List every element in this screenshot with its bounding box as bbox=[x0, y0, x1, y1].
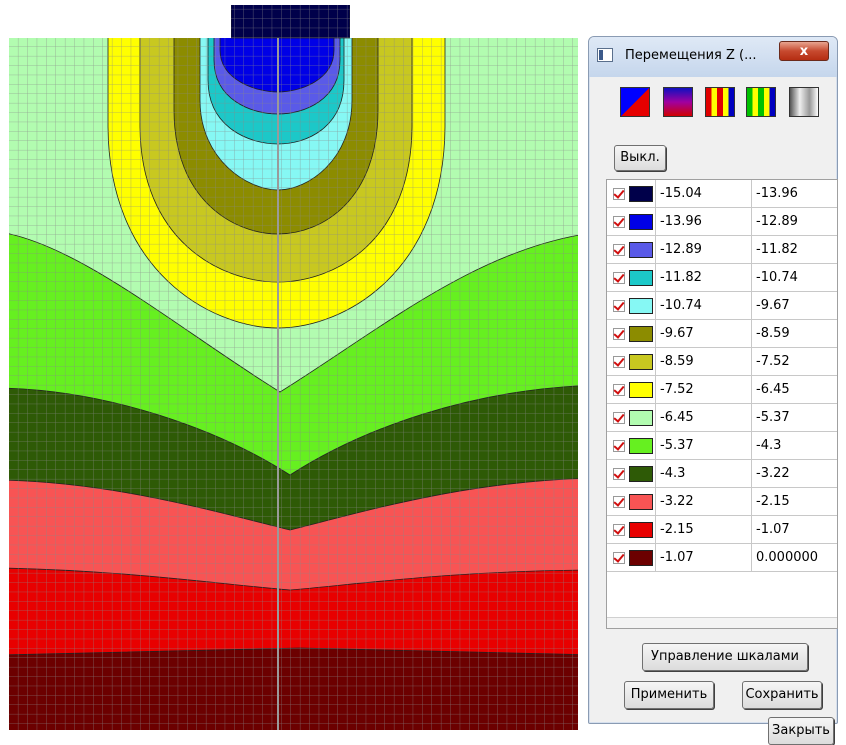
scale-row[interactable]: -3.22 -2.15 bbox=[607, 488, 837, 516]
range-from-value: -13.96 bbox=[655, 208, 751, 235]
palette-green-yellow-icon[interactable] bbox=[746, 87, 776, 117]
range-from-value: -1.07 bbox=[655, 544, 751, 571]
manage-scales-button[interactable]: Управление шкалами bbox=[642, 643, 808, 671]
scale-row[interactable]: -10.74 -9.67 bbox=[607, 292, 837, 320]
range-from-value: -10.74 bbox=[655, 292, 751, 319]
apply-button[interactable]: Применить bbox=[624, 681, 714, 709]
color-swatch[interactable] bbox=[629, 382, 653, 398]
scale-row[interactable]: -4.3 -3.22 bbox=[607, 460, 837, 488]
scale-row[interactable]: -2.15 -1.07 bbox=[607, 516, 837, 544]
mesh-grid bbox=[9, 5, 578, 730]
scale-list[interactable]: -15.04 -13.96 -13.96 -12.89 -12.89 -11.82 -11.… bbox=[606, 179, 838, 629]
scale-row-checkbox[interactable] bbox=[613, 300, 625, 312]
scale-row-checkbox[interactable] bbox=[613, 356, 625, 368]
color-swatch[interactable] bbox=[629, 242, 653, 258]
scale-row[interactable]: -5.37 -4.3 bbox=[607, 432, 837, 460]
scale-row[interactable]: -6.45 -5.37 bbox=[607, 404, 837, 432]
range-from-value: -4.3 bbox=[655, 460, 751, 487]
color-swatch[interactable] bbox=[629, 438, 653, 454]
range-to-value: -7.52 bbox=[751, 348, 837, 375]
range-from-value: -11.82 bbox=[655, 264, 751, 291]
scale-row-checkbox[interactable] bbox=[613, 216, 625, 228]
scale-row[interactable]: -13.96 -12.89 bbox=[607, 208, 837, 236]
scale-row-checkbox[interactable] bbox=[613, 328, 625, 340]
displacement-contour-plot bbox=[9, 5, 578, 730]
range-to-value: -6.45 bbox=[751, 376, 837, 403]
range-to-value: -8.59 bbox=[751, 320, 837, 347]
scale-row[interactable]: -9.67 -8.59 bbox=[607, 320, 837, 348]
scale-row[interactable]: -7.52 -6.45 bbox=[607, 376, 837, 404]
color-swatch[interactable] bbox=[629, 550, 653, 566]
color-swatch[interactable] bbox=[629, 494, 653, 510]
palette-diagonal-icon[interactable] bbox=[620, 87, 650, 117]
scale-row-checkbox[interactable] bbox=[613, 468, 625, 480]
palette-gray-icon[interactable] bbox=[789, 87, 819, 117]
scale-row[interactable]: -15.04 -13.96 bbox=[607, 180, 837, 208]
displacement-scale-dialog: Перемещения Z (... x Выкл. -15.04 -13.96-… bbox=[588, 36, 838, 745]
range-from-value: -6.45 bbox=[655, 404, 751, 431]
scale-row-checkbox[interactable] bbox=[613, 440, 625, 452]
scale-row-checkbox[interactable] bbox=[613, 244, 625, 256]
save-button[interactable]: Сохранить bbox=[742, 681, 822, 709]
range-from-value: -12.89 bbox=[655, 236, 751, 263]
range-to-value: -4.3 bbox=[751, 432, 837, 459]
color-swatch[interactable] bbox=[629, 354, 653, 370]
range-to-value: -9.67 bbox=[751, 292, 837, 319]
scale-row-checkbox[interactable] bbox=[613, 188, 625, 200]
scale-row[interactable]: -11.82 -10.74 bbox=[607, 264, 837, 292]
horizontal-scrollbar[interactable] bbox=[607, 617, 837, 628]
range-from-value: -7.52 bbox=[655, 376, 751, 403]
scale-row-checkbox[interactable] bbox=[613, 412, 625, 424]
range-to-value: -1.07 bbox=[751, 516, 837, 543]
close-button[interactable]: Закрыть bbox=[768, 717, 834, 745]
color-swatch[interactable] bbox=[629, 466, 653, 482]
palette-gradient-icon[interactable] bbox=[663, 87, 693, 117]
off-button[interactable]: Выкл. bbox=[614, 145, 666, 171]
scale-row[interactable]: -8.59 -7.52 bbox=[607, 348, 837, 376]
range-to-value: -11.82 bbox=[751, 236, 837, 263]
range-to-value: -13.96 bbox=[751, 180, 837, 207]
color-swatch[interactable] bbox=[629, 298, 653, 314]
range-to-value: -12.89 bbox=[751, 208, 837, 235]
color-swatch[interactable] bbox=[629, 326, 653, 342]
scale-row-checkbox[interactable] bbox=[613, 552, 625, 564]
scale-row-checkbox[interactable] bbox=[613, 524, 625, 536]
range-from-value: -9.67 bbox=[655, 320, 751, 347]
range-to-value: -10.74 bbox=[751, 264, 837, 291]
range-from-value: -15.04 bbox=[655, 180, 751, 207]
window-title: Перемещения Z (... bbox=[625, 48, 757, 63]
range-to-value: -2.15 bbox=[751, 488, 837, 515]
palette-red-yellow-icon[interactable] bbox=[705, 87, 735, 117]
color-swatch[interactable] bbox=[629, 410, 653, 426]
scale-row-checkbox[interactable] bbox=[613, 384, 625, 396]
color-swatch[interactable] bbox=[629, 270, 653, 286]
color-swatch[interactable] bbox=[629, 214, 653, 230]
range-from-value: -5.37 bbox=[655, 432, 751, 459]
dialog-client-area: Выкл. -15.04 -13.96 -13.96 -12.89 -12.89 -11.… bbox=[596, 77, 838, 745]
range-to-value: 0.000000 bbox=[751, 544, 837, 571]
title-bar[interactable]: Перемещения Z (... x bbox=[589, 37, 837, 77]
range-from-value: -8.59 bbox=[655, 348, 751, 375]
scale-row[interactable]: -12.89 -11.82 bbox=[607, 236, 837, 264]
color-swatch[interactable] bbox=[629, 186, 653, 202]
range-from-value: -3.22 bbox=[655, 488, 751, 515]
scale-row-checkbox[interactable] bbox=[613, 496, 625, 508]
window-close-button[interactable]: x bbox=[779, 41, 829, 61]
range-to-value: -5.37 bbox=[751, 404, 837, 431]
color-swatch[interactable] bbox=[629, 522, 653, 538]
range-to-value: -3.22 bbox=[751, 460, 837, 487]
window-icon bbox=[597, 48, 613, 62]
scale-row[interactable]: -1.07 0.000000 bbox=[607, 544, 837, 572]
scale-row-checkbox[interactable] bbox=[613, 272, 625, 284]
range-from-value: -2.15 bbox=[655, 516, 751, 543]
